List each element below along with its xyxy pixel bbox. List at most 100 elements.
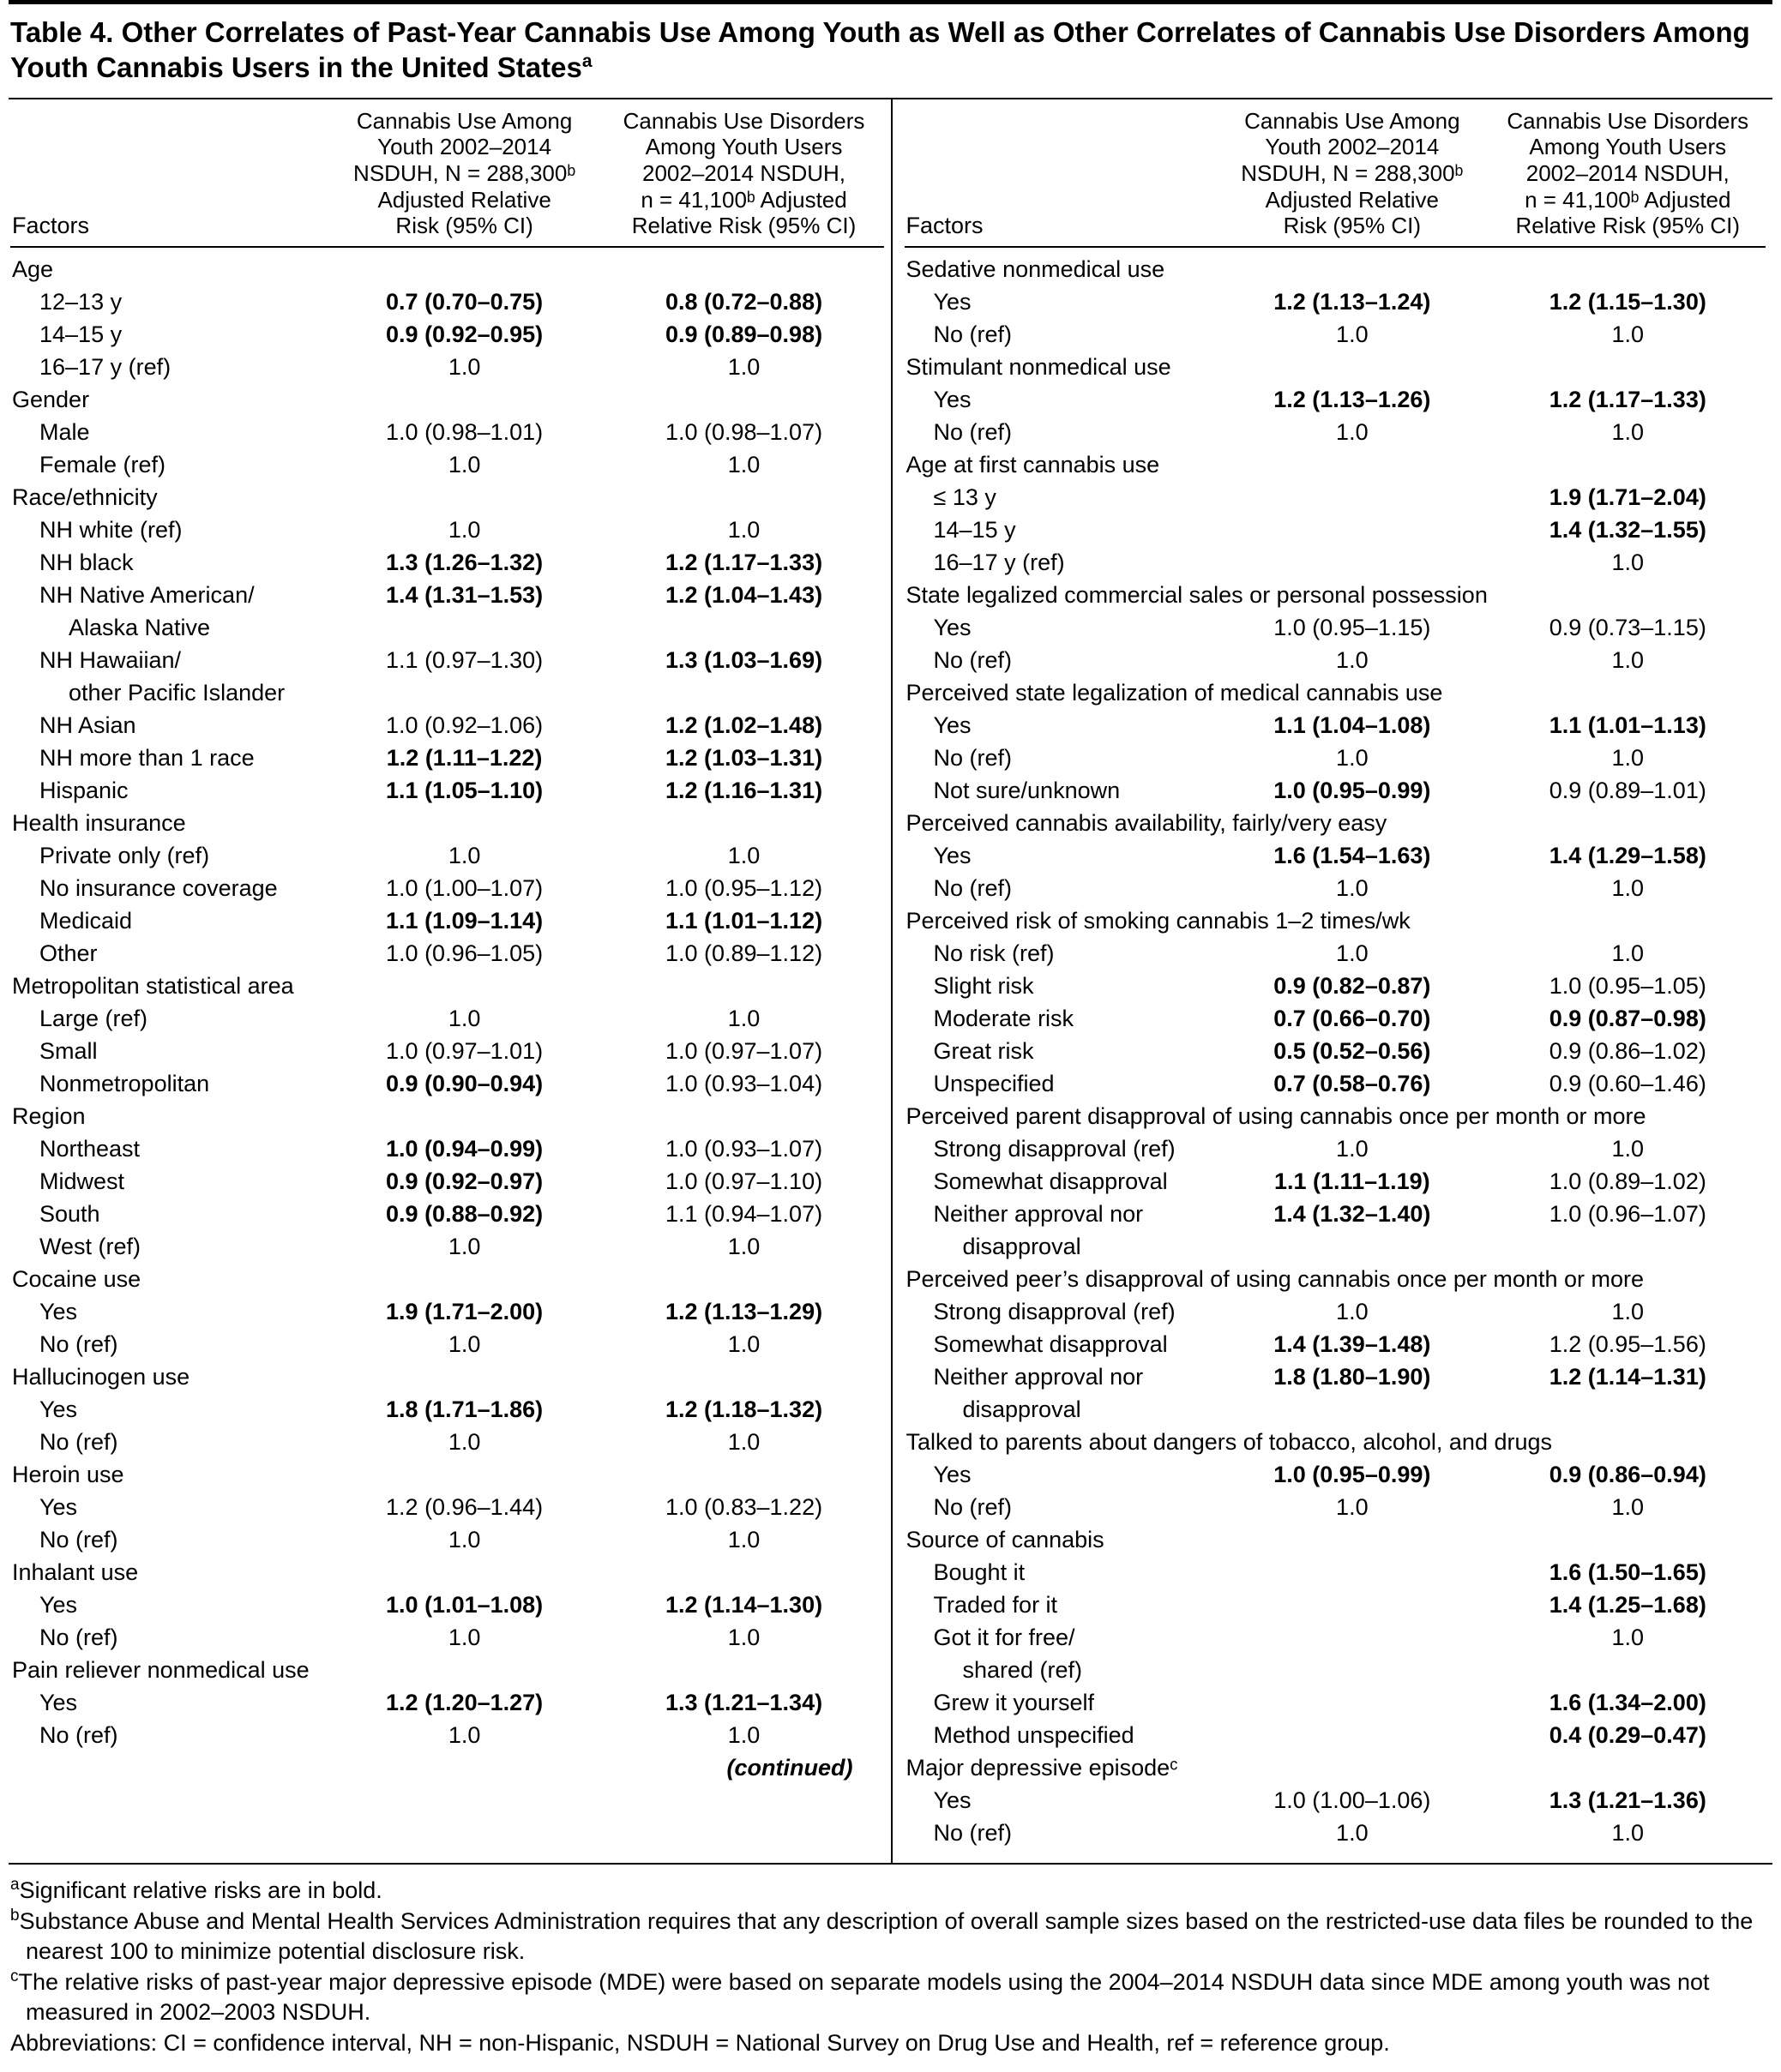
cannabis-use-column-header: Cannabis Use Among Youth 2002–2014 NSDUH… (353, 107, 576, 239)
use-relative-risk-value: 1.0 (0.92–1.06) (386, 712, 544, 738)
factor-data-row: No (ref) 1.0 1.0 (905, 644, 1766, 676)
factor-data-row: NH black 1.3 (1.26–1.32) 1.2 (1.17–1.33) (10, 546, 884, 579)
factor-label: Hallucinogen use (12, 1363, 190, 1390)
factor-label-continuation-row: Alaska Native (10, 611, 884, 644)
factor-label: Private only (ref) (39, 842, 210, 868)
factor-data-row: Yes 1.2 (1.13–1.26) 1.2 (1.17–1.33) (905, 383, 1766, 416)
disorder-relative-risk-value: 1.2 (1.15–1.30) (1549, 288, 1706, 315)
factor-label: Heroin use (12, 1461, 124, 1487)
factor-label: Health insurance (12, 809, 186, 836)
factor-data-row: No (ref) 1.0 1.0 (905, 416, 1766, 448)
disorder-relative-risk-value: 1.0 (727, 1233, 761, 1259)
factor-data-row: Great risk 0.5 (0.52–0.56) 0.9 (0.86–1.02) (905, 1035, 1766, 1067)
factor-data-row: Grew it yourself 1.6 (1.34–2.00) (905, 1686, 1766, 1719)
factor-data-row: Small 1.0 (0.97–1.01) 1.0 (0.97–1.07) (10, 1035, 884, 1067)
factor-data-row: Northeast 1.0 (0.94–0.99) 1.0 (0.93–1.07) (10, 1132, 884, 1165)
factor-label: NH Asian (39, 712, 136, 738)
disorder-relative-risk-value: 1.2 (1.04–1.43) (665, 581, 823, 608)
factor-label: Yes (39, 1591, 78, 1618)
factor-label: Talked to parents about dangers of tobac… (906, 1428, 1553, 1455)
factor-label: Somewhat disapproval (933, 1168, 1168, 1194)
factor-group-row: Perceived cannabis availability, fairly/… (905, 807, 1766, 839)
factor-data-row: No (ref) 1.0 1.0 (10, 1621, 884, 1654)
disorder-relative-risk-value: 1.0 (727, 451, 761, 477)
factor-data-row: ≤ 13 y 1.9 (1.71–2.04) (905, 481, 1766, 513)
factor-label: Northeast (39, 1135, 141, 1162)
factor-data-row: Hispanic 1.1 (1.05–1.10) 1.2 (1.16–1.31) (10, 774, 884, 807)
factor-label: Nonmetropolitan (39, 1070, 210, 1096)
factor-data-row: Method unspecified 0.4 (0.29–0.47) (905, 1719, 1766, 1751)
factor-data-row: No (ref) 1.0 1.0 (10, 1719, 884, 1751)
cannabis-use-disorders-column-header: Cannabis Use Disorders Among Youth Users… (623, 107, 865, 239)
disorder-relative-risk-value: 1.0 (0.83–1.22) (665, 1493, 823, 1520)
factor-group-row: Perceived risk of smoking cannabis 1–2 t… (905, 904, 1766, 937)
factor-group-row: Pain reliever nonmedical use (10, 1654, 884, 1686)
factor-data-row: Yes 1.9 (1.71–2.00) 1.2 (1.13–1.29) (10, 1295, 884, 1328)
use-relative-risk-value: 1.1 (1.09–1.14) (386, 907, 544, 934)
factor-group-row: Major depressive episodeᶜ (905, 1751, 1766, 1784)
disorder-relative-risk-value: 1.0 (1611, 1135, 1645, 1162)
disorder-relative-risk-value: 1.2 (1.14–1.30) (665, 1591, 823, 1618)
disorder-relative-risk-value: 1.2 (0.95–1.56) (1549, 1330, 1706, 1357)
left-table-body: Age 12–13 y 0.7 (0.70–0.75) 0.8 (0.72–0.88)… (10, 248, 884, 1784)
factor-label: Strong disapproval (ref) (933, 1135, 1176, 1162)
factor-label-continuation-row: shared (ref) (905, 1654, 1766, 1686)
disorder-relative-risk-value: 1.0 (1611, 1298, 1645, 1324)
disorder-relative-risk-value: 1.0 (727, 1526, 761, 1552)
factor-group-row: Health insurance (10, 807, 884, 839)
factor-label: No (ref) (39, 1721, 118, 1748)
use-relative-risk-value: 0.7 (0.70–0.75) (386, 288, 544, 315)
disorder-relative-risk-value: 0.8 (0.72–0.88) (665, 288, 823, 315)
factor-label: Bought it (933, 1559, 1026, 1585)
use-relative-risk-value: 1.0 (1.00–1.07) (386, 874, 544, 901)
factor-data-row: Yes 1.2 (1.20–1.27) 1.3 (1.21–1.34) (10, 1686, 884, 1719)
disorder-relative-risk-value: 1.2 (1.16–1.31) (665, 777, 823, 803)
disorder-relative-risk-value: 1.0 (1611, 549, 1645, 575)
factor-label: South (39, 1200, 100, 1227)
use-relative-risk-value: 1.0 (448, 1526, 481, 1552)
use-relative-risk-value (1214, 1589, 1489, 1621)
factor-label: Perceived risk of smoking cannabis 1–2 t… (906, 907, 1411, 934)
disorder-relative-risk-value: 1.0 (1611, 321, 1645, 347)
use-relative-risk-value: 0.9 (0.90–0.94) (386, 1070, 544, 1096)
factor-label: Yes (933, 1461, 972, 1487)
disorder-relative-risk-value: 0.9 (0.89–1.01) (1549, 777, 1706, 803)
use-relative-risk-value: 1.4 (1.32–1.40) (1273, 1200, 1431, 1227)
factors-column-header: Factors (12, 212, 90, 238)
factor-data-row: 14–15 y 1.4 (1.32–1.55) (905, 513, 1766, 546)
disorder-relative-risk-value: 0.9 (0.87–0.98) (1549, 1005, 1706, 1031)
use-relative-risk-value: 0.9 (0.82–0.87) (1273, 972, 1431, 999)
factor-label: Age at first cannabis use (906, 451, 1160, 477)
disorder-relative-risk-value: 0.9 (0.60–1.46) (1549, 1070, 1706, 1096)
disorder-relative-risk-value: 1.9 (1.71–2.04) (1549, 483, 1706, 510)
use-relative-risk-value: 1.4 (1.31–1.53) (386, 581, 544, 608)
factor-label: Slight risk (933, 972, 1034, 999)
factor-data-row: Male 1.0 (0.98–1.01) 1.0 (0.98–1.07) (10, 416, 884, 448)
factor-group-row: Inhalant use (10, 1556, 884, 1589)
disorder-relative-risk-value: 0.9 (0.86–1.02) (1549, 1037, 1706, 1064)
factor-label: Got it for free/ (933, 1624, 1075, 1650)
factor-label: Perceived state legalization of medical … (906, 679, 1443, 706)
factor-label: shared (ref) (962, 1656, 1083, 1683)
factor-data-row: No (ref) 1.0 1.0 (10, 1328, 884, 1360)
use-relative-risk-value (1214, 481, 1489, 513)
use-relative-risk-value: 1.2 (1.13–1.24) (1273, 288, 1431, 315)
factor-label: Midwest (39, 1168, 125, 1194)
disorder-relative-risk-value: 1.0 (0.89–1.02) (1549, 1168, 1706, 1194)
factor-data-row: Got it for free/1.0 (905, 1621, 1766, 1654)
factor-data-row: Yes 1.2 (0.96–1.44) 1.0 (0.83–1.22) (10, 1491, 884, 1523)
factor-data-row: Female (ref) 1.0 1.0 (10, 448, 884, 481)
factor-group-row: Talked to parents about dangers of tobac… (905, 1426, 1766, 1458)
factor-label: Yes (933, 614, 972, 640)
factor-group-row: Race/ethnicity (10, 481, 884, 513)
factor-label: State legalized commercial sales or pers… (906, 581, 1488, 608)
factor-label: disapproval (962, 1396, 1081, 1422)
use-relative-risk-value: 1.0 (448, 1233, 481, 1259)
use-relative-risk-value (1214, 1719, 1489, 1751)
footnote-c: cThe relative risks of past-year major d… (10, 1967, 1769, 2027)
factor-label: 14–15 y (933, 516, 1016, 543)
factor-group-row: Gender (10, 383, 884, 416)
use-relative-risk-value: 1.0 (1336, 744, 1369, 771)
footnote-marker: b (10, 1906, 20, 1925)
right-table-header: Factors Cannabis Use Among Youth 2002–20… (904, 99, 1766, 248)
